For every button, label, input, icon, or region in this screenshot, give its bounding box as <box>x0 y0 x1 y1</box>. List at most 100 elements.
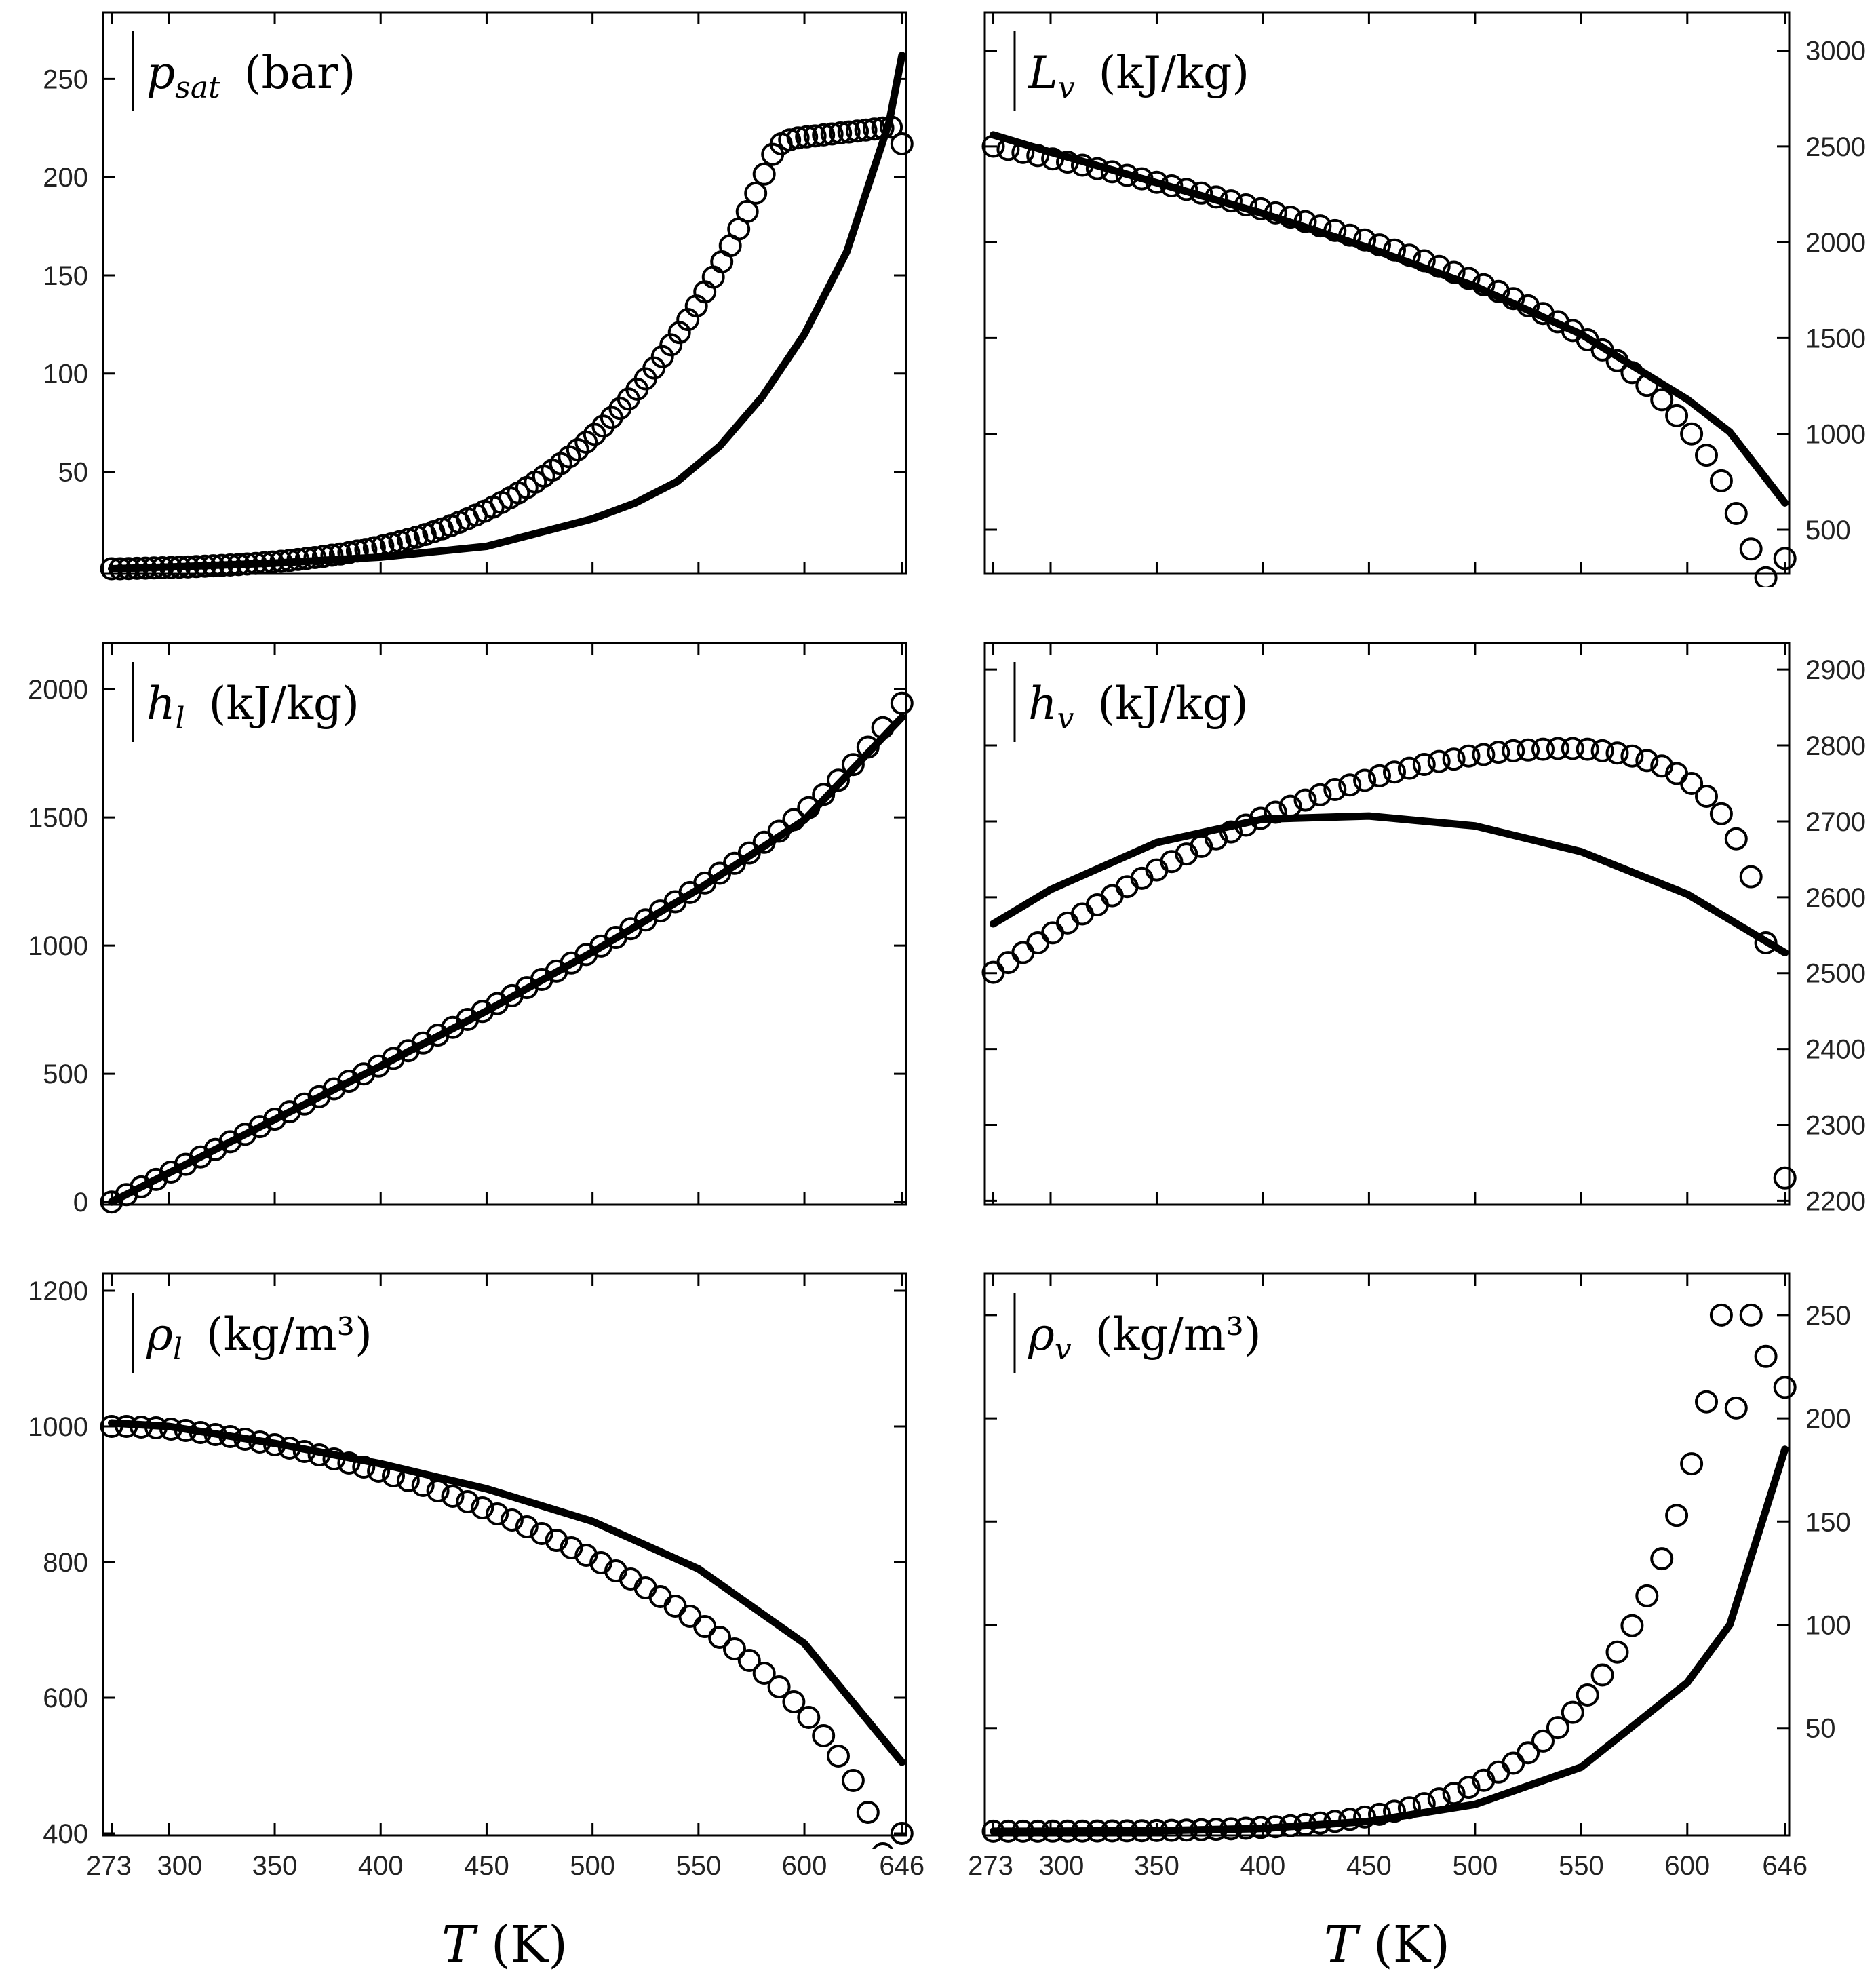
data-point <box>144 1167 168 1191</box>
data-point <box>1278 1814 1302 1837</box>
data-point <box>371 534 395 558</box>
y-tick-label: 2000 <box>28 675 88 705</box>
y-tick-label: 2600 <box>1805 883 1866 913</box>
data-point <box>1323 1810 1347 1833</box>
data-point <box>1773 1376 1797 1399</box>
x-tick-label: 400 <box>358 1851 404 1881</box>
data-point <box>1709 802 1733 825</box>
data-point <box>1264 1815 1287 1839</box>
data-point <box>411 1474 435 1497</box>
data-point <box>1205 827 1228 851</box>
data-point <box>1278 206 1302 229</box>
data-point <box>328 542 352 566</box>
data-point <box>803 124 827 148</box>
plot-frame <box>102 642 907 1206</box>
panel-label-unit: (kg/m³) <box>192 1308 372 1361</box>
y-tick-label: 2900 <box>1805 655 1866 685</box>
y-tick-label: 200 <box>43 163 88 193</box>
data-point <box>890 1822 914 1845</box>
data-point <box>1457 1776 1481 1799</box>
plot-area <box>100 1415 914 1849</box>
data-point <box>1234 1816 1257 1840</box>
y-tick-label: 400 <box>43 1819 88 1849</box>
plot-frame <box>983 642 1791 1206</box>
data-point <box>1635 1584 1659 1607</box>
y-tick-label: 0 <box>73 1188 88 1217</box>
data-point <box>1546 1716 1569 1740</box>
data-point <box>322 1447 346 1470</box>
y-tick-label: 1000 <box>28 1412 88 1442</box>
data-point <box>269 549 293 573</box>
panel-label-subscript: sat <box>175 71 220 105</box>
data-point <box>1605 349 1629 372</box>
data-point <box>1739 1303 1763 1327</box>
data-point <box>1383 760 1406 784</box>
data-point <box>1383 1799 1406 1823</box>
panel-label: hl (kJ/kg) <box>146 678 359 736</box>
y-tick-label: 2800 <box>1805 731 1866 761</box>
data-point <box>1130 167 1154 191</box>
data-point <box>1442 260 1466 284</box>
panel-label-subscript: l <box>173 1332 182 1367</box>
data-point <box>1353 228 1377 252</box>
panel-label: psat (bar) <box>146 47 355 105</box>
data-point <box>1502 287 1525 311</box>
data-point <box>189 1145 212 1169</box>
panel-label-symbol: L <box>1028 47 1058 99</box>
data-point <box>117 557 140 581</box>
plot-area <box>100 52 914 581</box>
plot-frame <box>983 1272 1791 1837</box>
data-point <box>337 541 361 564</box>
data-point <box>996 1819 1020 1843</box>
data-point <box>1502 739 1525 762</box>
data-point <box>795 125 819 149</box>
data-point <box>767 1675 791 1698</box>
data-point <box>1754 931 1778 954</box>
data-point <box>752 830 776 854</box>
y-tick-label: 1500 <box>1805 324 1866 353</box>
x-tick-label: 600 <box>782 1851 827 1881</box>
data-point <box>1517 738 1540 762</box>
data-point <box>1487 741 1510 764</box>
x-tick-label: 273 <box>86 1851 132 1881</box>
data-point <box>382 1464 405 1487</box>
data-point <box>827 768 850 792</box>
y-tick-label: 500 <box>43 1059 88 1089</box>
y-tick-label: 2500 <box>1805 132 1866 162</box>
data-point <box>252 551 276 574</box>
data-point <box>1278 794 1302 818</box>
data-point <box>846 119 869 143</box>
data-point <box>292 1092 316 1116</box>
data-point <box>1145 170 1169 194</box>
y-tick-label: 2000 <box>1805 228 1866 258</box>
data-point <box>125 556 149 580</box>
data-point <box>812 1724 836 1747</box>
data-point <box>1590 338 1614 362</box>
data-point <box>1026 144 1050 168</box>
data-point <box>574 1544 598 1567</box>
data-point <box>1026 1819 1050 1843</box>
data-point <box>1368 1802 1391 1826</box>
x-axis-label-symbol: T <box>442 1915 478 1974</box>
data-point <box>134 556 157 580</box>
data-point <box>1160 174 1184 197</box>
data-point <box>307 1443 331 1466</box>
y-tick-label: 50 <box>58 457 89 487</box>
data-point <box>1100 160 1124 184</box>
data-point <box>1219 189 1243 213</box>
data-point <box>176 555 199 579</box>
data-point <box>233 1428 257 1451</box>
data-point <box>1442 747 1466 771</box>
data-point <box>130 1416 153 1439</box>
data-point <box>471 1496 494 1519</box>
panel-label-symbol: ρ <box>146 1308 173 1361</box>
data-point <box>1011 1819 1035 1843</box>
data-point <box>1680 1452 1704 1476</box>
data-point <box>367 1460 391 1483</box>
panel-label-unit: (kJ/kg) <box>1083 678 1248 730</box>
x-tick-label: 550 <box>1559 1851 1604 1881</box>
data-point <box>174 1152 197 1176</box>
data-point <box>545 1529 568 1552</box>
